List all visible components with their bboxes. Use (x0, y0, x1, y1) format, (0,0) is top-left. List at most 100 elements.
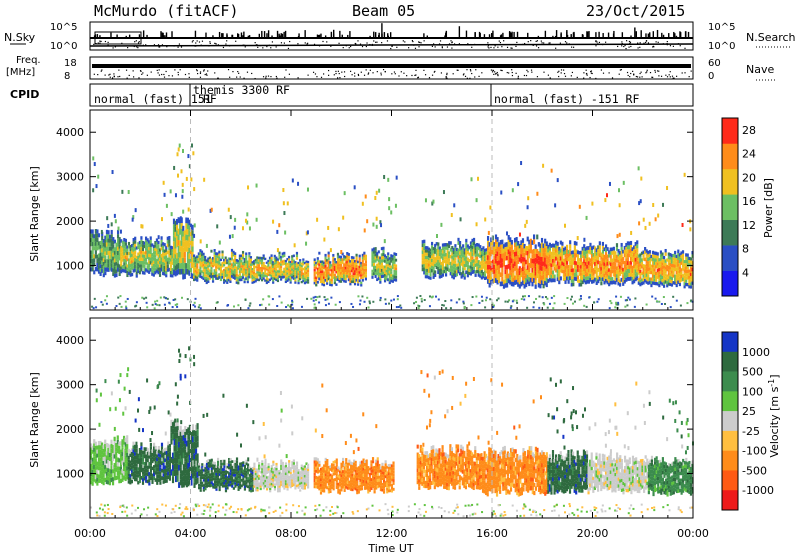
power-echo-cell (454, 267, 457, 271)
power-echo-cell (537, 255, 540, 261)
power-echo-cell (685, 282, 688, 287)
power-echo-cell (194, 275, 197, 279)
power-scatter-cell (440, 222, 443, 227)
power-echo-cell (163, 269, 166, 273)
power-noise-cell (289, 305, 292, 308)
power-echo-cell (510, 244, 513, 250)
velocity-echo-cell (119, 449, 123, 454)
power-echo-cell (483, 276, 487, 280)
power-noise-cell (542, 302, 545, 305)
power-noise-cell (171, 306, 174, 309)
velocity-noise-cell (143, 508, 146, 511)
power-echo-cell (343, 268, 346, 272)
power-echo-cell (647, 250, 650, 255)
power-echo-cell (680, 251, 683, 255)
power-echo-cell (273, 274, 276, 278)
freq-tick-low: 8 (64, 71, 70, 82)
power-echo-cell (446, 243, 449, 247)
nave-dot (649, 71, 652, 74)
power-echo-cell (532, 268, 536, 274)
power-echo-cell (688, 275, 691, 279)
power-echo-cell (155, 241, 159, 246)
power-echo-cell (197, 271, 200, 275)
power-echo-cell (132, 258, 135, 263)
velocity-echo-cell (122, 440, 126, 445)
velocity-noise-cell (140, 513, 143, 516)
power-echo-cell (594, 262, 597, 266)
power-echo-cell (509, 242, 512, 247)
nsky-dot (431, 45, 433, 47)
power-echo-cell (124, 262, 127, 267)
velocity-echo-cell (132, 449, 135, 453)
power-echo-cell (440, 268, 443, 272)
power-echo-cell (300, 262, 303, 265)
power-echo-cell (488, 242, 491, 247)
power-echo-cell (294, 261, 297, 264)
power-echo-cell (604, 259, 608, 264)
power-echo-cell (454, 244, 457, 248)
velocity-echo-cell (102, 456, 105, 461)
power-echo-cell (134, 236, 137, 241)
power-echo-cell (343, 271, 346, 275)
power-echo-cell (455, 273, 459, 277)
power-echo-cell (91, 242, 94, 247)
power-echo-cell (486, 236, 490, 241)
power-echo-cell (689, 272, 693, 277)
power-echo-cell (498, 273, 501, 279)
power-echo-cell (550, 278, 553, 283)
velocity-echo-cell (102, 481, 105, 486)
power-echo-cell (347, 272, 350, 276)
nsky-dot (307, 42, 309, 44)
velocity-echo-cell (130, 479, 134, 484)
power-echo-cell (126, 267, 129, 271)
velocity-noise-cell (125, 506, 128, 509)
power-echo-cell (510, 276, 513, 282)
power-ytick-label: 4000 (56, 126, 84, 139)
power-echo-cell (559, 252, 562, 257)
power-echo-cell (149, 243, 152, 247)
power-scatter-cell (218, 240, 221, 245)
power-echo-cell (637, 261, 640, 265)
power-echo-cell (517, 277, 520, 283)
power-echo-cell (393, 269, 396, 273)
power-echo-cell (460, 256, 463, 260)
power-scatter-cell (297, 181, 300, 186)
power-echo-cell (390, 265, 393, 269)
nsky-dot (506, 46, 509, 48)
nave-dot (517, 75, 519, 77)
power-echo-cell (507, 259, 510, 264)
power-echo-cell (421, 243, 424, 248)
velocity-noise-cell (481, 511, 484, 514)
nsky-dot (549, 42, 551, 44)
power-echo-cell (559, 264, 562, 269)
power-echo-cell (227, 265, 230, 269)
power-echo-cell (380, 274, 383, 279)
power-scatter-cell (255, 217, 258, 222)
power-echo-cell (264, 279, 267, 282)
power-echo-cell (650, 264, 653, 268)
power-echo-cell (219, 266, 223, 269)
power-echo-cell (606, 269, 609, 274)
power-echo-cell (645, 280, 648, 284)
power-echo-cell (180, 223, 183, 229)
power-echo-cell (629, 276, 633, 281)
power-echo-cell (335, 265, 338, 269)
power-echo-cell (677, 253, 680, 257)
power-echo-cell (221, 264, 224, 268)
power-echo-cell (393, 278, 396, 282)
power-echo-cell (251, 279, 254, 282)
velocity-noise-cell (217, 510, 220, 513)
power-echo-cell (157, 250, 160, 255)
power-echo-cell (353, 267, 357, 271)
nsky-dot (156, 45, 158, 47)
power-noise-cell (428, 295, 431, 298)
power-echo-cell (256, 271, 259, 274)
velocity-noise-cell (335, 512, 338, 515)
power-echo-cell (523, 257, 526, 262)
power-echo-cell (318, 263, 321, 267)
power-echo-cell (466, 257, 469, 261)
nave-dot (337, 77, 339, 79)
power-echo-cell (300, 280, 303, 284)
power-echo-cell (132, 244, 135, 249)
power-echo-cell (451, 255, 454, 259)
